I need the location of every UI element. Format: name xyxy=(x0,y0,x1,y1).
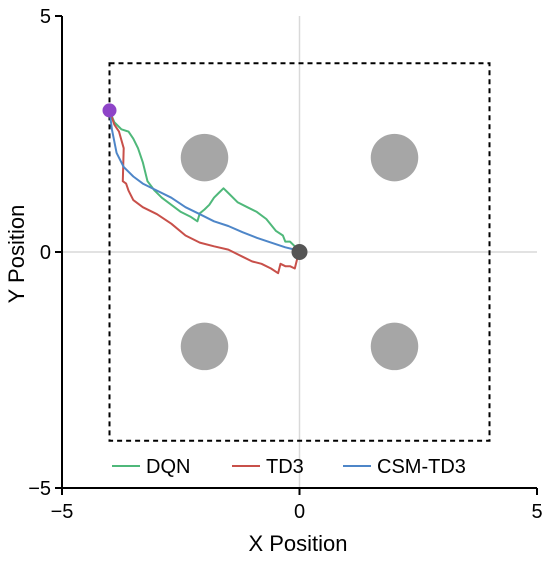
series-line-td3 xyxy=(108,110,301,275)
series-line-dqn xyxy=(108,110,301,253)
y-tick-label-0: −5 xyxy=(28,478,51,500)
point-layer xyxy=(102,103,308,260)
axes-layer: −5 0 5 −5 0 5 xyxy=(28,6,542,523)
obstacle-3 xyxy=(180,322,229,371)
boundary-layer xyxy=(108,62,491,442)
legend-label-csm-td3: CSM-TD3 xyxy=(377,456,466,478)
y-axis-title: Y Position xyxy=(4,205,29,304)
obstacle-4 xyxy=(370,322,419,371)
y-tick-label-2: 5 xyxy=(40,6,51,28)
x-tick-label-1: 0 xyxy=(294,501,305,523)
legend-label-td3: TD3 xyxy=(266,456,304,478)
obstacle-2 xyxy=(370,133,419,182)
series-layer xyxy=(108,110,301,275)
legend-label-dqn: DQN xyxy=(146,456,190,478)
x-tick-label-0: −5 xyxy=(51,501,74,523)
y-tick-label-1: 0 xyxy=(40,242,51,264)
boundary-rect xyxy=(108,62,491,442)
goal-point xyxy=(291,244,308,260)
x-axis-title: X Position xyxy=(248,531,347,556)
obstacle-1 xyxy=(180,133,229,182)
x-tick-label-2: 5 xyxy=(531,501,542,523)
legend: DQN TD3 CSM-TD3 xyxy=(112,456,466,478)
start-point xyxy=(102,103,117,118)
series-line-csm-td3 xyxy=(108,110,300,253)
obstacle-layer xyxy=(180,133,419,371)
